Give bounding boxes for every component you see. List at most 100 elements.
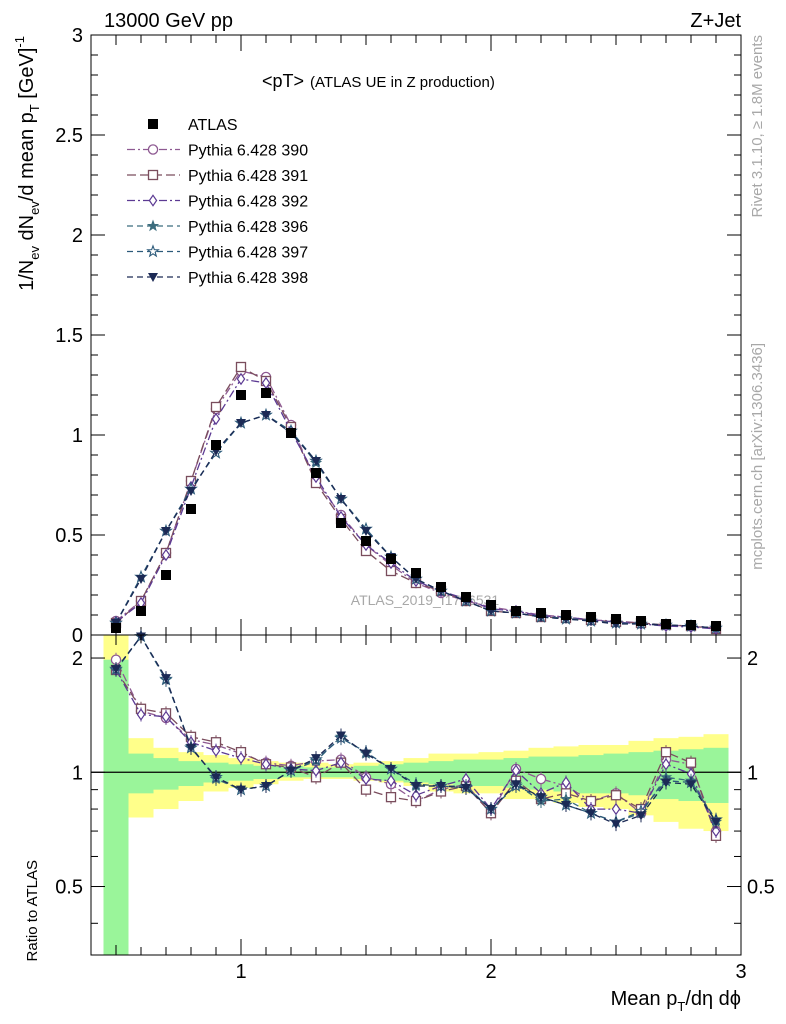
- main-y-axis-label: 1/Nev dNev/d mean pT [GeV]-1: [12, 36, 42, 291]
- ratio-point: [211, 744, 221, 757]
- legend-item: Pythia 6.428 390: [127, 143, 308, 160]
- atlas-data-point: [161, 570, 171, 580]
- main-plot: 00.511.522.53 ATLAS_2019_I1736531: [55, 25, 742, 647]
- ratio-point: [186, 743, 196, 753]
- ratio-y-tick-labels: 0.5 0.5 1 1 2 2: [55, 648, 775, 898]
- x-tick-label: 3: [735, 961, 746, 983]
- series-point: [211, 412, 221, 426]
- atlas-data-point: [136, 606, 146, 616]
- ratio-point: [361, 749, 371, 759]
- ratio-point: [711, 817, 721, 827]
- ratio-y-axis-label: Ratio to ATLAS: [24, 860, 41, 961]
- band-green: [153, 758, 179, 790]
- atlas-data-point: [336, 518, 346, 528]
- ratio-point: [436, 782, 446, 792]
- atlas-data-point: [411, 568, 421, 578]
- atlas-data-point: [361, 536, 371, 546]
- ratio-point: [511, 780, 521, 790]
- ratio-point: [611, 802, 621, 816]
- ratio-point: [161, 710, 171, 724]
- band-green: [628, 752, 654, 796]
- x-tick-label: 2: [485, 961, 496, 983]
- legend-label: Pythia 6.428 390: [188, 143, 308, 160]
- ratio-y-tick-label-right: 0.5: [747, 877, 775, 899]
- ratio-point: [686, 780, 696, 790]
- ratio-point: [311, 754, 321, 764]
- main-y-tick-label: 3: [72, 25, 83, 47]
- series-point: [311, 457, 321, 466]
- ratio-point: [711, 824, 721, 838]
- ratio-point: [411, 788, 421, 802]
- main-y-tick-label: 1.5: [55, 325, 83, 347]
- ratio-point: [286, 766, 296, 776]
- atlas-data-point: [211, 440, 221, 450]
- series-point: [235, 361, 247, 373]
- x-tick-label: 1: [235, 961, 246, 983]
- x-tick-labels: 1 2 3: [235, 961, 746, 983]
- main-y-tick-labels: 0 0.5 1 1.5 2 2.5 3: [55, 25, 83, 647]
- atlas-data-points: [111, 388, 721, 633]
- ratio-plot-ticks: [90, 635, 742, 955]
- series-line: [115, 370, 717, 629]
- legend-label: Pythia 6.428 391: [188, 168, 308, 185]
- legend-label: Pythia 6.428 397: [188, 245, 308, 262]
- ratio-point: [136, 708, 146, 721]
- ratio-point: [461, 783, 471, 793]
- legend-item: Pythia 6.428 396: [127, 219, 308, 236]
- ratio-point: [336, 731, 346, 741]
- main-y-tick-label: 1: [72, 425, 83, 447]
- atlas-data-point: [261, 388, 271, 398]
- band-green: [103, 659, 129, 955]
- legend-item-atlas: ATLAS: [148, 117, 238, 134]
- series-point: [136, 575, 146, 584]
- atlas-data-point: [711, 621, 721, 631]
- atlas-data-point: [486, 600, 496, 610]
- ratio-point: [385, 791, 397, 803]
- legend-label: Pythia 6.428 398: [188, 270, 308, 287]
- atlas-data-point: [186, 504, 196, 514]
- legend-item: Pythia 6.428 398: [127, 270, 308, 287]
- ratio-point: [561, 800, 571, 810]
- ratio-point: [236, 785, 246, 795]
- atlas-data-point: [436, 582, 446, 592]
- series-point: [236, 419, 246, 428]
- ratio-point: [311, 764, 321, 777]
- atlas-data-point: [561, 610, 571, 620]
- band-green: [703, 747, 729, 803]
- ratio-point: [161, 674, 171, 684]
- plot-title: <pT> (ATLAS UE in Z production): [262, 71, 495, 91]
- ratio-point: [361, 772, 371, 786]
- ratio-y-tick-label: 2: [72, 648, 83, 670]
- plot-title-sub: (ATLAS UE in Z production): [310, 74, 495, 91]
- mcplots-reference-label: mcplots.cern.ch [arXiv:1306.3436]: [749, 343, 766, 570]
- legend-item: Pythia 6.428 397: [127, 244, 308, 262]
- x-axis-label: Mean pT/dη dϕ: [611, 988, 741, 1014]
- main-y-tick-label: 0.5: [55, 525, 83, 547]
- band-green: [178, 761, 204, 787]
- ratio-point: [535, 773, 547, 785]
- atlas-data-point: [236, 390, 246, 400]
- series-point: [186, 487, 196, 496]
- ratio-series: [109, 629, 723, 843]
- ratio-plot: 0.5 0.5 1 1 2 2 1 2 3: [55, 629, 775, 983]
- legend: ATLAS Pythia 6.428 390 Pythia 6.428 391 Pyt…: [127, 117, 308, 287]
- ratio-point: [336, 756, 346, 769]
- ratio-y-tick-label: 0.5: [55, 877, 83, 899]
- ratio-point: [661, 757, 671, 771]
- series-point: [161, 527, 171, 536]
- series-point: [161, 548, 171, 562]
- ratio-point: [386, 774, 396, 787]
- main-y-tick-label: 0: [72, 625, 83, 647]
- legend-marker: [147, 169, 159, 181]
- series-point: [361, 527, 371, 536]
- ratio-point: [261, 782, 271, 792]
- ratio-point: [536, 793, 546, 803]
- series-point: [261, 411, 271, 420]
- header-process-label: Z+Jet: [690, 10, 741, 32]
- legend-marker: [147, 144, 159, 155]
- atlas-data-point: [461, 592, 471, 602]
- ratio-point: [386, 765, 396, 775]
- ratio-y-tick-label-right: 1: [747, 762, 758, 784]
- band-green: [578, 755, 604, 794]
- ratio-point: [685, 757, 697, 768]
